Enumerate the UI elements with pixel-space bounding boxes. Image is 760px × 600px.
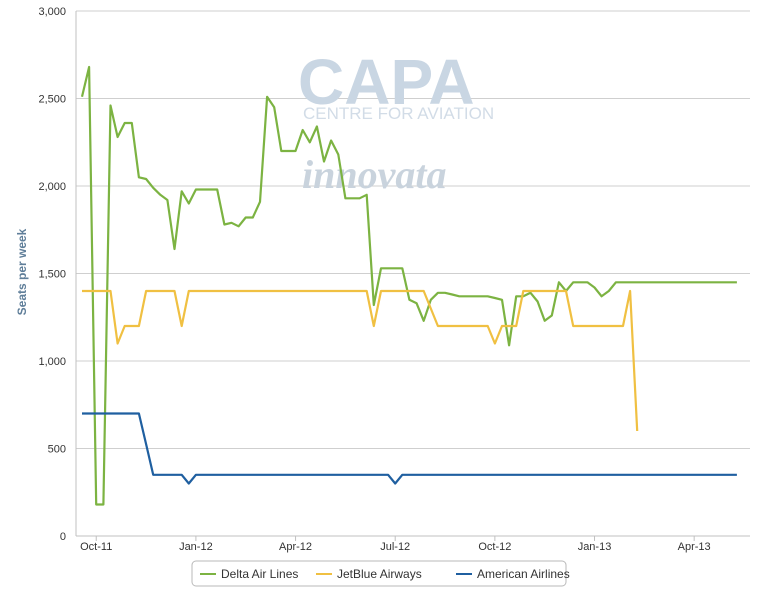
watermark: CAPA CENTRE FOR AVIATION innovata [298,46,494,197]
series-line-jetblue-airways [82,289,639,432]
y-tick-label: 1,000 [38,356,66,368]
x-tick-label: Jul-12 [380,541,410,553]
legend-label: JetBlue Airways [337,567,422,581]
y-tick-label: 1,500 [38,269,66,281]
series-line-delta-air-lines [80,65,737,506]
watermark-innovata: innovata [302,152,446,197]
y-tick-label: 2,000 [38,181,66,193]
legend-box [191,560,567,587]
watermark-capa: CAPA [298,46,475,118]
x-tick-label: Apr-12 [279,541,312,553]
y-tick-label: 3,000 [38,6,66,18]
x-tick-label: Jan-13 [578,541,612,553]
x-tick-label: Jan-12 [179,541,213,553]
gridlines [76,10,750,449]
x-tick-label: Oct-12 [478,541,511,553]
legend-label: American Airlines [477,567,570,581]
series-line-american-airlines [82,412,737,485]
legend: Delta Air Lines JetBlue Airways American A… [191,560,570,587]
legend-label: Delta Air Lines [221,567,298,581]
x-axis-ticks: Oct-11 Jan-12 Apr-12 Jul-12 Oct-12 Jan-13 Apr-… [80,536,711,553]
y-tick-label: 2,500 [38,94,66,106]
axes [75,11,750,537]
y-axis-label: Seats per week [15,228,29,315]
x-tick-label: Oct-11 [80,541,112,553]
y-tick-label: 500 [48,444,66,456]
y-tick-label: 0 [60,531,66,543]
y-axis-ticks: 0 500 1,000 1,500 2,000 2,500 3,000 [38,6,66,543]
series-lines [80,65,737,506]
watermark-subtitle: CENTRE FOR AVIATION [303,104,494,123]
x-tick-label: Apr-13 [678,541,711,553]
